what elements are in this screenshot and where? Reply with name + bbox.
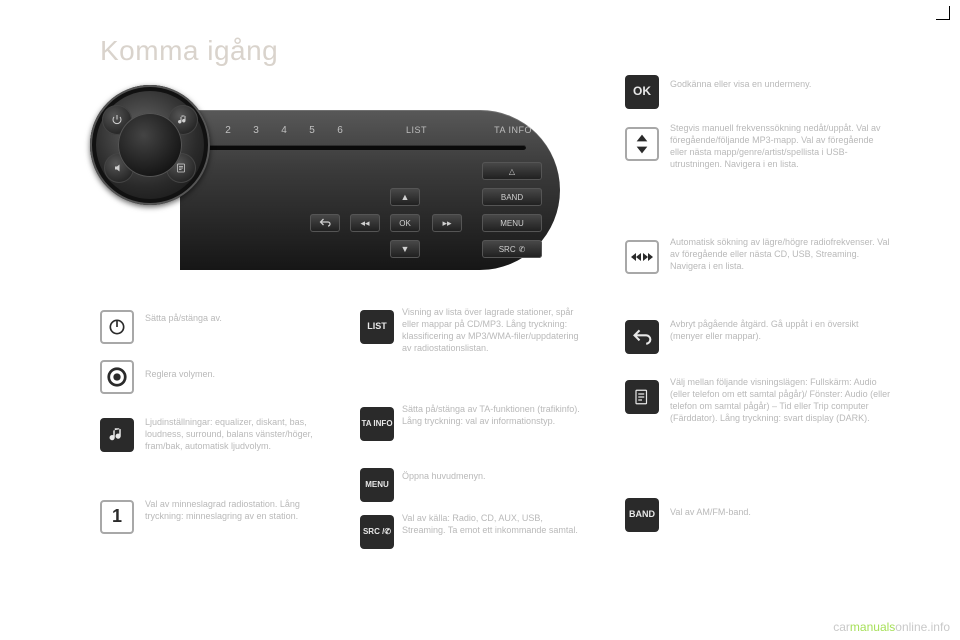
back-icon-box: [625, 320, 659, 354]
down-button[interactable]: ▼: [390, 240, 420, 258]
band-icon-box: BAND: [625, 498, 659, 532]
menu-label: MENU: [500, 219, 524, 228]
corner-mark: [936, 6, 950, 20]
panel-list-label[interactable]: LIST: [406, 125, 427, 135]
rewind-button[interactable]: ◂◂: [350, 214, 380, 232]
display-icon-box: [625, 380, 659, 414]
seek-icon-box: [625, 240, 659, 274]
updown-icon-box: [625, 127, 659, 161]
phone-icon: ✆: [519, 245, 526, 254]
note-icon: [177, 114, 189, 126]
device-panel: 1 2 3 4 5 6 LIST TA INFO △ BAND MENU SRC…: [90, 85, 560, 285]
audio-settings-icon-box: [100, 418, 134, 452]
power-icon: [107, 317, 127, 337]
ok-desc: Godkänna eller visa en undermeny.: [670, 78, 880, 90]
eject-button[interactable]: △: [482, 162, 542, 180]
band-desc: Val av AM/FM-band.: [670, 506, 870, 518]
band-label: BAND: [501, 193, 523, 202]
note-icon: [108, 426, 126, 444]
src-desc: Val av källa: Radio, CD, AUX, USB, Strea…: [402, 512, 587, 536]
forward-icon: ▸▸: [442, 218, 451, 229]
band-icon-label: BAND: [629, 510, 655, 520]
preset-desc: Val av minneslagrad radiostation. Lång t…: [145, 498, 325, 522]
power-icon-box: [100, 310, 134, 344]
doc-icon: [175, 162, 187, 174]
power-desc: Sätta på/stänga av.: [145, 312, 315, 324]
footer-post: online.info: [895, 620, 950, 634]
preset-3[interactable]: 3: [242, 125, 270, 136]
volume-icon-box: [100, 360, 134, 394]
src-icon-box: SRC /✆: [360, 515, 394, 549]
list-desc: Visning av lista över lagrade stationer,…: [402, 306, 587, 355]
up-button[interactable]: ▲: [390, 188, 420, 206]
preset-6[interactable]: 6: [326, 125, 354, 136]
preset-2[interactable]: 2: [214, 125, 242, 136]
back-icon: [632, 327, 652, 347]
forward-button[interactable]: ▸▸: [432, 214, 462, 232]
menu-button[interactable]: MENU: [482, 214, 542, 232]
ok-icon-label: OK: [633, 85, 651, 98]
volume-dial[interactable]: [90, 85, 210, 205]
panel-body: 1 2 3 4 5 6 LIST TA INFO △ BAND MENU SRC…: [180, 110, 560, 270]
back-icon: [319, 217, 331, 229]
ok-icon-box: OK: [625, 75, 659, 109]
rewind-icon: ◂◂: [360, 218, 369, 229]
seek-desc: Automatisk sökning av lägre/högre radiof…: [670, 236, 890, 272]
preset-1-icon-box: 1: [100, 500, 134, 534]
display-desc: Välj mellan följande visningslägen: Full…: [670, 376, 895, 425]
cd-slot: [186, 145, 526, 150]
tainfo-icon-box: TA INFO: [360, 407, 394, 441]
list-icon-label: LIST: [367, 322, 387, 332]
phone-icon: ✆: [384, 528, 391, 537]
page-title: Komma igång: [100, 35, 278, 67]
menu-desc: Öppna huvudmenyn.: [402, 470, 587, 482]
preset-4[interactable]: 4: [270, 125, 298, 136]
src-icon-label: SRC /: [363, 528, 384, 537]
band-button[interactable]: BAND: [482, 188, 542, 206]
rewind-forward-icon: [630, 250, 654, 264]
ok-button[interactable]: OK: [390, 214, 420, 232]
power-icon: [111, 114, 123, 126]
volume-ring-icon: [106, 366, 128, 388]
src-button[interactable]: SRC✆: [482, 240, 542, 258]
menu-icon-box: MENU: [360, 468, 394, 502]
ok-label: OK: [399, 219, 411, 228]
digit-1-icon: 1: [112, 507, 122, 527]
volume-desc: Reglera volymen.: [145, 368, 315, 380]
src-label: SRC: [499, 245, 516, 254]
back-desc: Avbryt pågående åtgärd. Gå uppåt i en öv…: [670, 318, 890, 342]
tainfo-desc: Sätta på/stänga av TA-funktionen (trafik…: [402, 403, 587, 427]
eject-icon: △: [509, 167, 515, 176]
panel-tainfo-label[interactable]: TA INFO: [494, 125, 532, 135]
chevron-down-icon: ▼: [401, 244, 410, 254]
footer-accent: manuals: [850, 620, 895, 634]
dial-center: [118, 113, 182, 177]
audio-settings-desc: Ljudinställningar: equalizer, diskant, b…: [145, 416, 325, 452]
menu-icon-label: MENU: [365, 481, 389, 490]
up-down-icon: [634, 133, 650, 155]
back-button[interactable]: [310, 214, 340, 232]
tainfo-icon-label: TA INFO: [361, 420, 392, 429]
doc-icon: [633, 388, 651, 406]
chevron-up-icon: ▲: [401, 192, 410, 202]
updown-desc: Stegvis manuell frekvenssökning nedåt/up…: [670, 122, 890, 171]
preset-5[interactable]: 5: [298, 125, 326, 136]
page: Komma igång 1 2 3 4 5 6 LIST TA INFO △ B…: [0, 0, 960, 640]
footer-pre: car: [833, 620, 850, 634]
list-icon-box: LIST: [360, 310, 394, 344]
footer-watermark: carmanualsonline.info: [833, 620, 950, 634]
